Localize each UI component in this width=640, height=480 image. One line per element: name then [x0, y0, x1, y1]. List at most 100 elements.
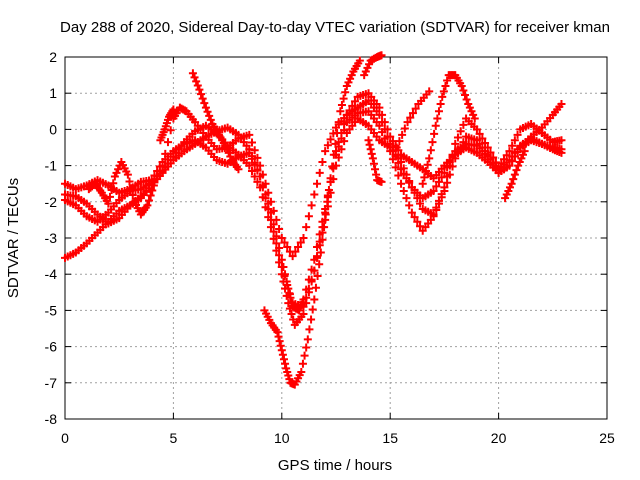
data-point — [366, 145, 375, 154]
data-point — [407, 208, 416, 217]
data-point — [303, 335, 312, 344]
chart-title: Day 288 of 2020, Sidereal Day-to-day VTE… — [60, 19, 610, 36]
data-point — [418, 179, 427, 188]
data-point — [432, 182, 441, 191]
x-tick-label: 10 — [274, 430, 290, 446]
data-point — [310, 295, 319, 304]
x-tick-label: 20 — [491, 430, 507, 446]
data-point — [277, 346, 286, 355]
data-point — [345, 106, 354, 115]
data-point — [304, 284, 313, 293]
data-point — [369, 159, 378, 168]
data-point — [486, 148, 495, 157]
data-point — [398, 130, 407, 139]
data-point — [333, 129, 342, 138]
data-point — [264, 188, 273, 197]
y-tick-label: 0 — [49, 121, 57, 137]
data-point — [307, 275, 316, 284]
data-point — [318, 235, 327, 244]
data-point — [250, 146, 259, 155]
data-point — [397, 179, 406, 188]
data-point — [402, 174, 411, 183]
data-point — [305, 325, 314, 334]
data-point — [318, 157, 327, 166]
data-series — [84, 157, 158, 219]
data-point — [456, 127, 465, 136]
data-point — [247, 154, 256, 163]
data-point — [269, 234, 278, 243]
data-point — [430, 129, 439, 138]
data-point — [513, 130, 522, 139]
data-point — [283, 243, 292, 252]
x-tick-label: 15 — [382, 430, 398, 446]
data-point — [505, 161, 514, 170]
data-point — [405, 201, 414, 210]
data-point — [372, 170, 381, 179]
data-series — [188, 69, 243, 174]
data-point — [109, 179, 118, 188]
data-point — [321, 147, 330, 156]
data-point — [307, 201, 316, 210]
data-point — [201, 103, 210, 112]
data-point — [334, 153, 343, 162]
data-point — [507, 179, 516, 188]
data-point — [420, 173, 429, 182]
data-point — [146, 191, 155, 200]
data-point — [364, 136, 373, 145]
data-point — [394, 171, 403, 180]
data-point — [368, 154, 377, 163]
data-point — [195, 85, 204, 94]
data-point — [188, 69, 197, 78]
y-tick-label: -1 — [45, 158, 58, 174]
data-point — [402, 194, 411, 203]
data-point — [451, 139, 460, 148]
data-points — [61, 51, 566, 389]
y-tick-label: -4 — [45, 266, 58, 282]
data-point — [308, 305, 317, 314]
data-point — [123, 170, 132, 179]
data-series — [61, 96, 566, 261]
data-point — [313, 272, 322, 281]
data-point — [234, 165, 243, 174]
data-point — [434, 177, 443, 186]
y-tick-label: -5 — [45, 302, 58, 318]
data-point — [391, 163, 400, 172]
y-tick-label: -7 — [45, 375, 58, 391]
data-point — [406, 113, 415, 122]
data-point — [328, 162, 337, 171]
data-point — [505, 147, 514, 156]
y-tick-label: 2 — [49, 49, 57, 65]
grid — [65, 57, 607, 419]
data-point — [425, 87, 434, 96]
data-point — [510, 170, 519, 179]
data-point — [291, 247, 300, 256]
data-point — [431, 121, 440, 130]
data-point — [483, 143, 492, 152]
data-point — [300, 351, 309, 360]
data-point — [392, 143, 401, 152]
data-point — [557, 100, 566, 109]
data-point — [203, 107, 212, 116]
data-point — [269, 206, 278, 215]
data-point — [377, 51, 386, 60]
data-point — [434, 107, 443, 116]
data-point — [149, 181, 158, 190]
data-point — [441, 81, 450, 90]
data-point — [245, 130, 254, 139]
data-point — [557, 145, 566, 154]
data-point — [261, 194, 270, 203]
data-point — [299, 234, 308, 242]
data-point — [302, 223, 311, 232]
data-point — [400, 124, 409, 133]
data-point — [383, 125, 392, 134]
data-point — [399, 186, 408, 195]
data-point — [250, 160, 259, 169]
data-point — [334, 118, 343, 127]
data-point — [299, 310, 308, 319]
data-point — [428, 138, 437, 147]
data-point — [405, 178, 414, 187]
data-point — [408, 109, 417, 118]
data-point — [416, 199, 425, 208]
data-point — [274, 332, 283, 341]
data-point — [391, 152, 400, 161]
